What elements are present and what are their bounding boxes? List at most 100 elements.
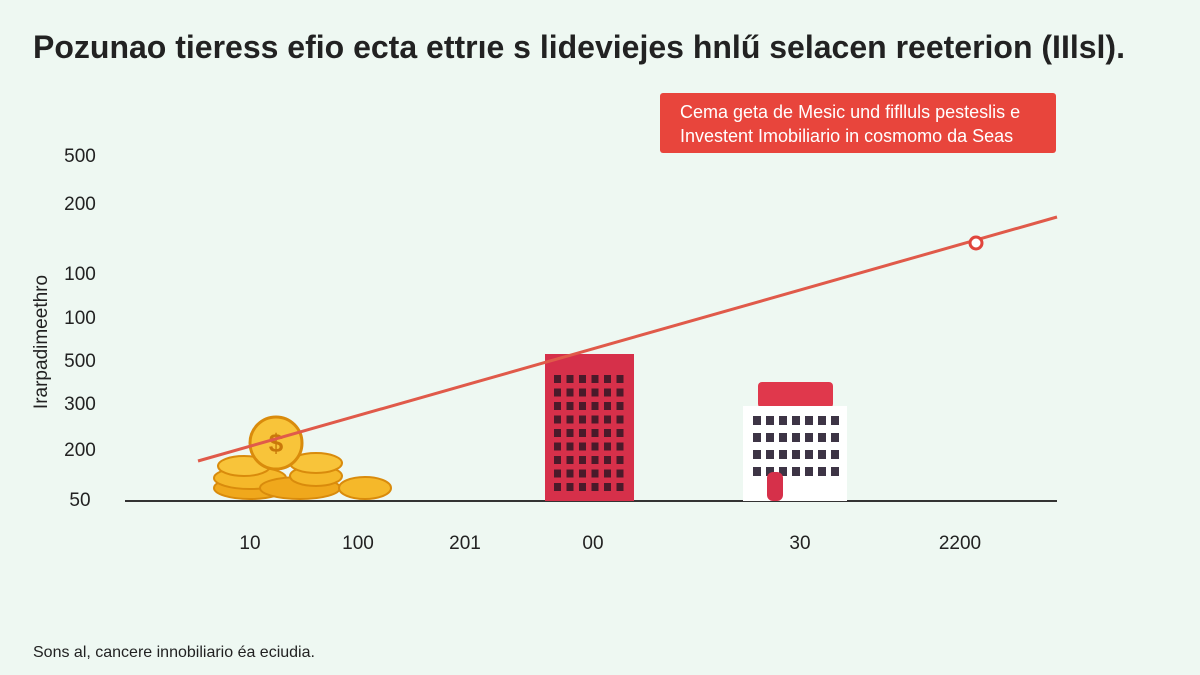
y-label: 100 bbox=[64, 308, 96, 329]
y-label: 50 bbox=[69, 490, 90, 511]
window bbox=[792, 467, 800, 476]
window bbox=[616, 375, 624, 383]
window bbox=[591, 388, 599, 397]
window bbox=[566, 415, 574, 424]
window bbox=[579, 469, 586, 478]
door bbox=[767, 472, 783, 501]
window bbox=[604, 442, 611, 451]
window bbox=[604, 375, 611, 383]
window bbox=[579, 375, 586, 383]
window bbox=[566, 388, 574, 397]
window bbox=[818, 416, 826, 425]
window bbox=[604, 402, 611, 410]
window bbox=[753, 416, 761, 425]
window bbox=[604, 415, 611, 424]
window bbox=[616, 415, 624, 424]
window bbox=[818, 467, 826, 476]
window bbox=[831, 416, 839, 425]
window bbox=[579, 402, 586, 410]
window bbox=[591, 483, 599, 491]
window bbox=[554, 429, 561, 437]
window bbox=[753, 450, 761, 459]
y-labels: 500 200 100 100 500 300 200 50 bbox=[64, 146, 96, 511]
window bbox=[604, 483, 611, 491]
window bbox=[766, 416, 774, 425]
x-label: 30 bbox=[789, 533, 810, 554]
window bbox=[591, 456, 599, 464]
window bbox=[766, 433, 774, 442]
window bbox=[766, 467, 774, 476]
windows bbox=[753, 416, 839, 476]
window bbox=[579, 415, 586, 424]
window bbox=[579, 456, 586, 464]
window bbox=[566, 429, 574, 437]
window bbox=[766, 450, 774, 459]
y-label: 500 bbox=[64, 146, 96, 167]
window bbox=[554, 469, 561, 478]
title: Pozunao tieress efio ecta ettrıe s lidev… bbox=[33, 29, 1125, 65]
window bbox=[753, 467, 761, 476]
window bbox=[554, 402, 561, 410]
window bbox=[566, 402, 574, 410]
window bbox=[591, 442, 599, 451]
window bbox=[792, 433, 800, 442]
svg-text:$: $ bbox=[269, 428, 284, 458]
window bbox=[805, 433, 813, 442]
window bbox=[831, 433, 839, 442]
footnote: Sons al, cancere innobiliario éa eciudia… bbox=[33, 644, 315, 661]
window bbox=[616, 456, 624, 464]
x-label: 10 bbox=[239, 533, 260, 554]
window bbox=[831, 467, 839, 476]
window bbox=[779, 450, 787, 459]
roof bbox=[758, 382, 833, 408]
window bbox=[554, 456, 561, 464]
coins: $ bbox=[213, 415, 392, 500]
y-label: 200 bbox=[64, 194, 96, 215]
y-axis-title: Irarpadimeethro bbox=[31, 275, 52, 409]
callout-box bbox=[660, 93, 1056, 153]
window bbox=[616, 483, 624, 491]
y-label: 500 bbox=[64, 351, 96, 372]
window bbox=[779, 433, 787, 442]
window bbox=[566, 442, 574, 451]
window bbox=[579, 483, 586, 491]
window bbox=[792, 450, 800, 459]
window bbox=[591, 469, 599, 478]
x-label: 100 bbox=[342, 533, 374, 554]
window bbox=[554, 375, 561, 383]
window bbox=[554, 483, 561, 491]
window bbox=[831, 450, 839, 459]
window bbox=[566, 483, 574, 491]
window bbox=[566, 456, 574, 464]
window bbox=[554, 388, 561, 397]
window bbox=[616, 429, 624, 437]
window bbox=[591, 375, 599, 383]
window bbox=[604, 388, 611, 397]
window bbox=[753, 433, 761, 442]
y-label: 300 bbox=[64, 394, 96, 415]
windows bbox=[554, 375, 624, 491]
window bbox=[579, 442, 586, 451]
window bbox=[818, 433, 826, 442]
trend-line bbox=[197, 215, 1058, 463]
window bbox=[616, 469, 624, 478]
window bbox=[566, 469, 574, 478]
window bbox=[579, 429, 586, 437]
window bbox=[616, 388, 624, 397]
window bbox=[591, 402, 599, 410]
window bbox=[818, 450, 826, 459]
y-label: 200 bbox=[64, 440, 96, 461]
window bbox=[779, 416, 787, 425]
window bbox=[792, 416, 800, 425]
x-labels: 10 100 201 00 30 2200 bbox=[239, 533, 981, 554]
window bbox=[554, 442, 561, 451]
window bbox=[604, 429, 611, 437]
window bbox=[591, 429, 599, 437]
y-label: 100 bbox=[64, 264, 96, 285]
window bbox=[604, 469, 611, 478]
window bbox=[805, 416, 813, 425]
window bbox=[616, 442, 624, 451]
window bbox=[566, 375, 574, 383]
window bbox=[579, 388, 586, 397]
